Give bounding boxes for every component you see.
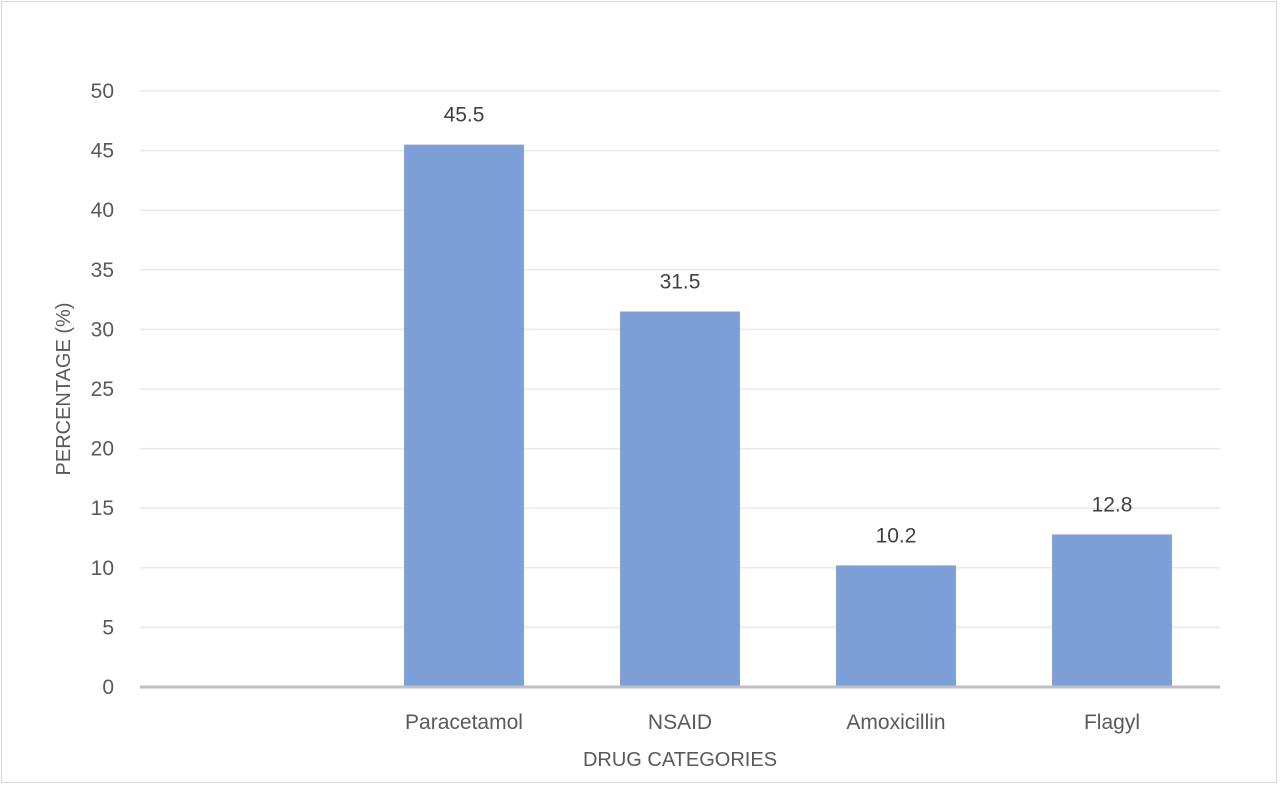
data-labels: 45.5 31.5 10.2 12.8: [444, 104, 1133, 548]
bars: [404, 144, 1172, 686]
bar-flagyl: [1052, 534, 1172, 686]
y-tick-label: 10: [91, 557, 114, 580]
bar-amoxicillin: [836, 565, 956, 686]
y-tick-label: 15: [91, 497, 114, 520]
bar-paracetamol: [404, 144, 524, 686]
y-tick-label: 25: [91, 378, 114, 401]
data-label: 10.2: [876, 524, 917, 547]
data-label: 31.5: [660, 271, 701, 294]
y-tick-label: 5: [102, 616, 114, 639]
x-tick-label: Flagyl: [1084, 711, 1140, 734]
y-axis-title: PERCENTAGE (%): [53, 303, 75, 476]
x-axis-categories: Paracetamol NSAID Amoxicillin Flagyl: [405, 711, 1140, 734]
y-tick-label: 0: [102, 676, 114, 699]
y-tick-label: 20: [91, 438, 114, 461]
y-tick-label: 40: [91, 199, 114, 222]
bar-nsaid: [620, 311, 740, 686]
y-axis-ticks: 0 5 10 15 20 25 30 35 40 45 50: [91, 80, 114, 699]
x-tick-label: Paracetamol: [405, 711, 523, 734]
data-label: 45.5: [444, 104, 485, 127]
y-tick-label: 30: [91, 318, 114, 341]
y-tick-label: 50: [91, 80, 114, 103]
x-tick-label: NSAID: [648, 711, 712, 734]
x-tick-label: Amoxicillin: [846, 711, 945, 734]
x-axis-title: DRUG CATEGORIES: [583, 749, 777, 771]
gridlines: [140, 90, 1220, 629]
y-tick-label: 35: [91, 259, 114, 282]
data-label: 12.8: [1092, 493, 1133, 516]
y-tick-label: 45: [91, 140, 114, 163]
